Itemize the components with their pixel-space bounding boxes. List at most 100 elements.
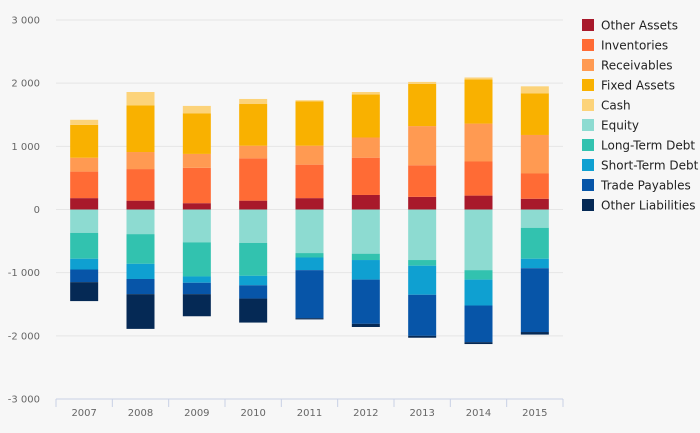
x-tick-label: 2014 [466,408,491,419]
y-tick-label: -3 000 [8,395,40,406]
bar-segment [126,169,155,201]
bar-segment [351,194,380,210]
legend-label: Cash [601,99,631,113]
bar-segment [126,263,155,279]
legend-item[interactable]: Other Liabilities [582,199,696,213]
bar-segment [182,203,211,210]
bar-segment [295,257,324,271]
legend-item[interactable]: Fixed Assets [582,79,675,93]
bar-segment [126,234,155,264]
x-tick-label: 2012 [353,408,378,419]
bar-segment [408,126,437,166]
y-tick-label: 2 000 [11,79,40,90]
bar-segment [464,342,493,345]
bar-segment [520,173,549,199]
bar-segment [408,83,437,127]
bar-segment [70,119,99,125]
bar-segment [520,93,549,135]
legend-item[interactable]: Short-Term Debt [582,159,699,173]
bar-segment [351,209,380,254]
bar-segment [464,77,493,80]
bar-segment [408,196,437,210]
bar-segment [239,209,268,243]
bar-segment [239,285,268,299]
legend-item[interactable]: Inventories [582,39,668,53]
bar-segment [520,209,549,228]
legend-swatch [582,159,594,171]
legend-label: Receivables [601,59,673,73]
bar-segment [464,209,493,271]
bar-segment [126,152,155,170]
bar-segment [239,158,268,201]
bar-segment [351,323,380,327]
legend-label: Fixed Assets [601,79,675,93]
x-tick-label: 2015 [522,408,547,419]
bar-segment [126,294,155,329]
legend-item[interactable]: Other Assets [582,19,678,33]
bar-segment [239,145,268,159]
bar-segment [182,242,211,277]
legend-label: Short-Term Debt [601,159,699,173]
bar-segment [239,200,268,210]
legend-swatch [582,79,594,91]
legend-item[interactable]: Receivables [582,59,673,73]
y-tick-label: 3 000 [11,16,40,27]
bar-segment [520,198,549,210]
legend-swatch [582,19,594,31]
bar-segment [295,100,324,102]
bar-segment [464,161,493,196]
bar-segment [182,105,211,114]
legend-item[interactable]: Long-Term Debt [582,139,695,153]
bar-segment [182,113,211,154]
y-tick-label: -2 000 [8,331,40,342]
bar-segment [182,153,211,168]
bar-segment [239,275,268,286]
bar-segment [464,123,493,162]
bar-segment [70,232,99,259]
legend-label: Inventories [601,39,668,53]
bar-segment [295,253,324,258]
bar-segment [70,171,99,199]
bar-segment [295,101,324,146]
bar-segment [351,253,380,261]
bar-segment [520,258,549,269]
y-tick-label: 1 000 [11,142,40,153]
bar-segment [351,157,380,195]
bar-segment [295,145,324,165]
bar-segment [408,165,437,197]
bar-segment [351,279,380,324]
bar-segment [126,200,155,210]
legend-item[interactable]: Trade Payables [582,179,691,193]
x-tick-label: 2011 [297,408,322,419]
bar-segment [408,335,437,338]
bar-segment [126,278,155,295]
bar-segment [520,268,549,333]
y-tick-label: -1 000 [8,268,40,279]
x-tick-label: 2010 [240,408,265,419]
bar-segment [70,258,99,270]
bar-segment [182,276,211,283]
x-tick-label: 2009 [184,408,209,419]
bar-segment [464,270,493,280]
bar-segment [520,227,549,259]
bar-segment [351,260,380,280]
x-tick-label: 2013 [409,408,434,419]
bar-segment [70,198,99,210]
bar-segment [520,332,549,335]
legend-item[interactable]: Cash [582,99,631,113]
legend-swatch [582,119,594,131]
bar-segment [239,98,268,105]
bar-segment [182,209,211,243]
bar-segment [408,260,437,266]
bar-segment [239,298,268,323]
bar-segment [182,167,211,204]
legend-swatch [582,179,594,191]
bar-segment [408,209,437,261]
bar-segment [351,137,380,158]
bar-segment [295,198,324,210]
x-tick-label: 2007 [71,408,96,419]
legend-swatch [582,39,594,51]
legend-item[interactable]: Equity [582,119,639,133]
bar-segment [182,294,211,317]
